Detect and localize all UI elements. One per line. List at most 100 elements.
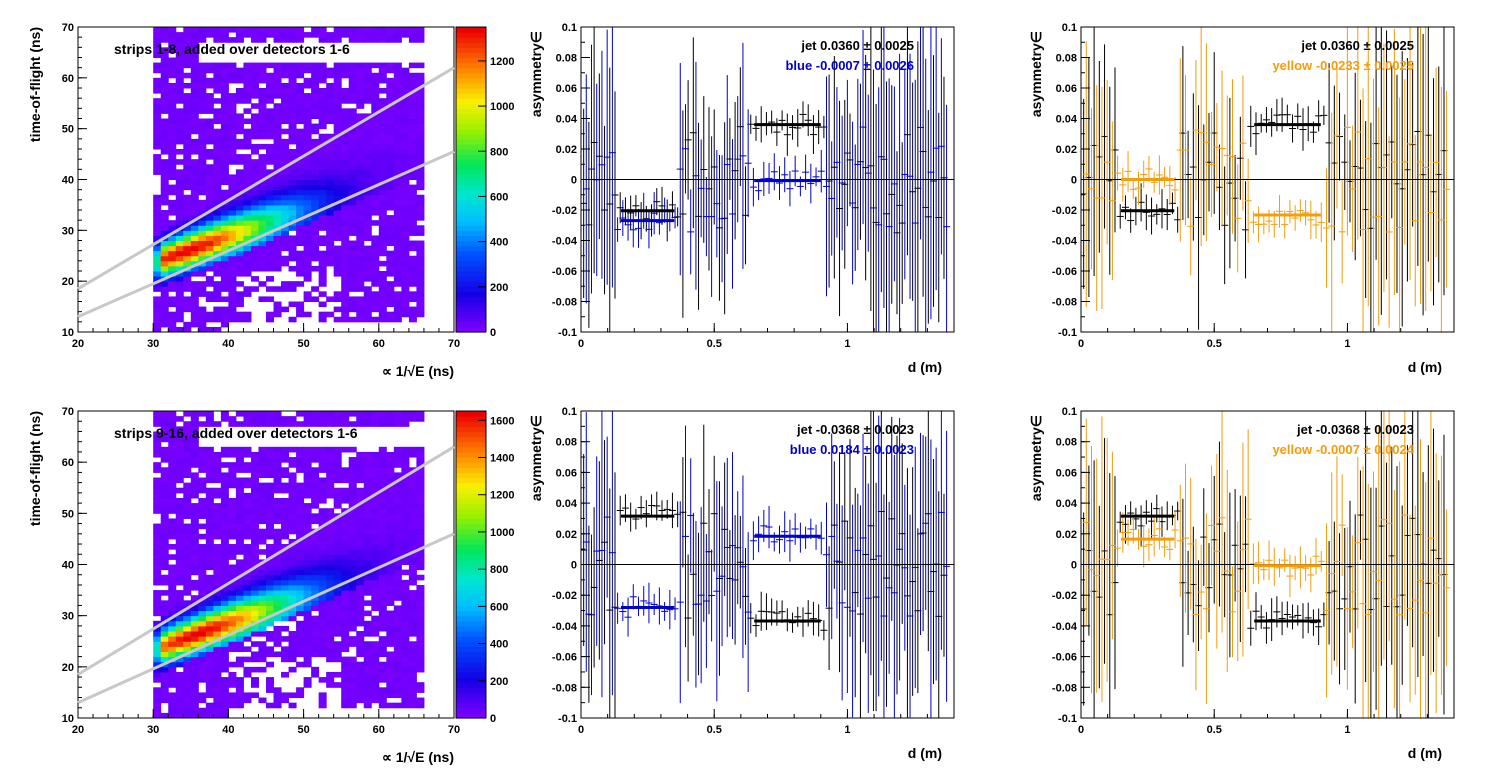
histogram-cell (379, 600, 387, 606)
histogram-cell (356, 539, 364, 545)
histogram-cell (243, 483, 251, 489)
histogram-cell (213, 149, 221, 155)
histogram-cell (401, 302, 409, 308)
histogram-cell (274, 251, 282, 257)
histogram-cell (296, 631, 304, 637)
histogram-cell (326, 195, 334, 201)
histogram-cell (401, 641, 409, 647)
histogram-cell (176, 185, 184, 191)
histogram-cell (153, 195, 161, 201)
histogram-cell (401, 27, 409, 33)
histogram-cell (319, 281, 327, 287)
histogram-cell (416, 667, 424, 673)
histogram-cell (326, 174, 334, 180)
histogram-cell (356, 580, 364, 586)
histogram-cell (258, 32, 266, 38)
histogram-cell (243, 411, 251, 417)
histogram-cell (153, 205, 161, 211)
histogram-cell (401, 651, 409, 657)
histogram-cell (364, 312, 372, 318)
histogram-cell (341, 467, 349, 473)
histogram-cell (304, 108, 312, 114)
histogram-cell (243, 544, 251, 550)
histogram-cell (168, 261, 176, 267)
histogram-cell (281, 513, 289, 519)
histogram-cell (311, 108, 319, 114)
histogram-cell (266, 544, 274, 550)
histogram-cell (341, 169, 349, 175)
x-tick-label: 0 (578, 724, 584, 736)
histogram-cell (341, 636, 349, 642)
histogram-cell (161, 467, 169, 473)
histogram-cell (168, 246, 176, 252)
histogram-cell (183, 498, 191, 504)
histogram-cell (258, 164, 266, 170)
histogram-cell (274, 559, 282, 565)
histogram-cell (416, 144, 424, 150)
histogram-cell (379, 447, 387, 453)
histogram-cell (153, 312, 161, 318)
histogram-cell (191, 190, 199, 196)
histogram-cell (161, 559, 169, 565)
histogram-cell (251, 88, 259, 94)
histogram-cell (416, 478, 424, 484)
histogram-cell (341, 493, 349, 499)
histogram-cell (206, 682, 214, 688)
colorbar-step (456, 682, 486, 688)
histogram-cell (394, 312, 402, 318)
histogram-cell (213, 281, 221, 287)
histogram-cell (243, 32, 251, 38)
histogram-cell (213, 687, 221, 693)
histogram-cell (274, 457, 282, 463)
colorbar-step (456, 302, 486, 308)
histogram-cell (221, 271, 229, 277)
histogram-cell (251, 129, 259, 135)
histogram-cell (386, 657, 394, 663)
histogram-cell (266, 503, 274, 509)
histogram-cell (311, 215, 319, 221)
histogram-cell (311, 503, 319, 509)
histogram-cell (401, 657, 409, 663)
histogram-cell (206, 544, 214, 550)
histogram-cell (236, 124, 244, 130)
colorbar-step (456, 27, 486, 33)
histogram-cell (168, 457, 176, 463)
colorbar-step (456, 83, 486, 89)
histogram-cell (243, 83, 251, 89)
histogram-cell (191, 565, 199, 571)
histogram-cell (341, 139, 349, 145)
histogram-cell (266, 585, 274, 591)
histogram-cell (349, 164, 357, 170)
histogram-cell (243, 312, 251, 318)
histogram-cell (311, 32, 319, 38)
histogram-cell (198, 159, 206, 165)
histogram-cell (349, 302, 357, 308)
histogram-cell (213, 621, 221, 627)
histogram-cell (356, 662, 364, 668)
histogram-cell (213, 472, 221, 478)
histogram-cell (296, 488, 304, 494)
histogram-title: strips 1-8, added over detectors 1-6 (114, 41, 350, 57)
histogram-cell (221, 544, 229, 550)
histogram-cell (356, 286, 364, 292)
histogram-cell (341, 590, 349, 596)
histogram-cell (243, 529, 251, 535)
histogram-cell (221, 488, 229, 494)
histogram-cell (341, 98, 349, 104)
histogram-cell (168, 651, 176, 657)
histogram-cell (386, 68, 394, 74)
histogram-cell (356, 307, 364, 313)
histogram-cell (341, 565, 349, 571)
y-tick-label: -0.04 (552, 621, 578, 633)
histogram-cell (356, 565, 364, 571)
histogram-cell (198, 88, 206, 94)
histogram-cell (349, 205, 357, 211)
histogram-cell (349, 585, 357, 591)
histogram-cell (153, 503, 161, 509)
histogram-cell (198, 580, 206, 586)
histogram-cell (379, 154, 387, 160)
histogram-cell (243, 447, 251, 453)
histogram-cell (191, 682, 199, 688)
